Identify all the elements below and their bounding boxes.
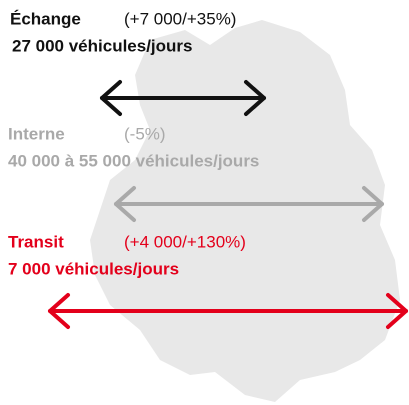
flow-label: Interne: [8, 124, 65, 143]
flow-label: Transit: [8, 232, 64, 251]
flow-label: Échange: [10, 9, 81, 28]
flow-change: (+7 000/+35%): [124, 9, 236, 28]
flow-volume: 40 000 à 55 000 véhicules/jours: [8, 151, 259, 170]
flow-volume: 27 000 véhicules/jours: [12, 36, 193, 55]
flow-volume: 7 000 véhicules/jours: [8, 259, 179, 278]
flow-change: (+4 000/+130%): [124, 232, 246, 251]
arrow-transit: [48, 293, 408, 329]
map-shape: [90, 20, 400, 402]
arrow-internal: [114, 186, 384, 222]
arrow-exchange: [100, 80, 266, 116]
flow-change: (-5%): [124, 124, 166, 143]
